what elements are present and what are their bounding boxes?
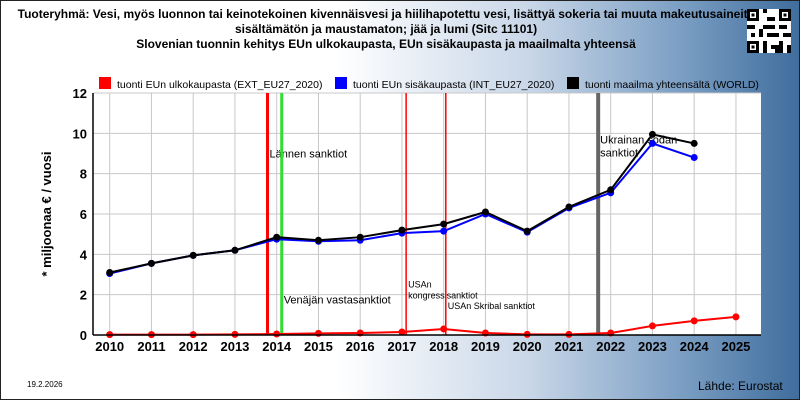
x-tick-label: 2018 (429, 339, 458, 354)
data-point-world (690, 139, 698, 147)
gridlines (93, 92, 761, 336)
data-point-world (273, 233, 281, 241)
x-tick-label: 2019 (471, 339, 500, 354)
data-point-world (147, 259, 155, 267)
y-tick-label: 4 (80, 247, 88, 262)
event-lines: Lännen sanktiot Venäjän vastasanktiot USAn… (266, 93, 677, 335)
data-point-world (565, 203, 573, 211)
legend-swatch-ext (99, 77, 111, 89)
y-tick-label: 10 (73, 126, 87, 141)
data-point-world (398, 226, 406, 234)
data-point-ext (398, 328, 406, 336)
legend-label-world: tuonti maailma yhteensältä (WORLD) (585, 79, 759, 91)
data-point-world (189, 251, 197, 259)
event-label-e2014a: Lännen sanktiot (270, 149, 348, 161)
legend-swatch-world (567, 77, 579, 89)
footer-source: Lähde: Eurostat (698, 379, 783, 393)
x-tick-label: 2020 (513, 339, 542, 354)
data-point-int (440, 227, 448, 235)
y-tick-label: 12 (73, 86, 87, 101)
data-point-ext (314, 329, 322, 337)
event-label-e2017: USAn (408, 280, 432, 290)
data-series (106, 130, 740, 339)
chart-title-line-3: Slovenian tuonnin kehitys EUn ulkokaupas… (136, 37, 636, 51)
legend-label-int: tuonti EUn sisäkaupasta (INT_EU27_2020) (353, 79, 554, 91)
data-point-int (690, 154, 698, 162)
y-tick-label: 6 (80, 207, 87, 222)
data-point-ext (690, 317, 698, 325)
x-tick-label: 2017 (387, 339, 416, 354)
x-tick-label: 2025 (721, 339, 750, 354)
data-point-ext (273, 330, 281, 338)
event-label2-e2022: sanktiot (600, 147, 638, 159)
data-point-world (523, 227, 531, 235)
axes: 0 2 4 6 8 10 12 2010 2011 2012 2013 2014 2015 2016 201… (39, 86, 761, 354)
y-tick-label: 2 (80, 288, 87, 303)
data-point-world (440, 220, 448, 228)
data-point-world (314, 236, 322, 244)
x-tick-label: 2022 (596, 339, 625, 354)
legend-swatch-int (335, 77, 347, 89)
event-label-e2014b: Venäjän vastasanktiot (284, 295, 391, 307)
legend: tuonti EUn ulkokaupasta (EXT_EU27_2020) t… (99, 77, 759, 91)
x-tick-label: 2023 (638, 339, 667, 354)
x-tick-label: 2012 (179, 339, 208, 354)
qr-code-icon (747, 9, 791, 53)
x-tick-label: 2011 (137, 339, 165, 354)
data-point-ext (648, 322, 656, 330)
data-point-world (607, 186, 615, 194)
chart-title-line-2: sisältämätön ja maustamaton; jää ja lumi… (234, 22, 538, 36)
data-point-world (106, 268, 114, 276)
data-point-world (648, 130, 656, 138)
data-point-world (481, 208, 489, 216)
data-point-ext (440, 325, 448, 333)
chart-title-line-1: Tuoteryhmä: Vesi, myös luonnon tai keino… (17, 7, 755, 21)
x-tick-label: 2014 (262, 339, 292, 354)
footer-date: 19.2.2026 (27, 380, 63, 389)
y-tick-label: 0 (80, 328, 87, 343)
data-point-ext (732, 313, 740, 321)
x-tick-label: 2010 (95, 339, 124, 354)
x-tick-label: 2021 (554, 339, 583, 354)
event-label-e2022: Ukrainan sodan (600, 134, 677, 146)
x-tick-label: 2024 (680, 339, 710, 354)
legend-label-ext: tuonti EUn ulkokaupasta (EXT_EU27_2020) (117, 79, 322, 91)
x-tick-label: 2013 (220, 339, 249, 354)
y-axis-label: * miljoonaa € / vuosi (39, 152, 54, 277)
event-label-e2018: USAn Skribal sanktiot (448, 301, 536, 311)
y-tick-label: 8 (80, 167, 87, 182)
data-point-int (648, 139, 656, 147)
x-tick-label: 2016 (346, 339, 375, 354)
event-label2-e2017: kongressisanktiot (408, 291, 478, 301)
data-point-world (356, 233, 364, 241)
x-tick-label: 2015 (304, 339, 333, 354)
data-point-world (231, 246, 239, 254)
